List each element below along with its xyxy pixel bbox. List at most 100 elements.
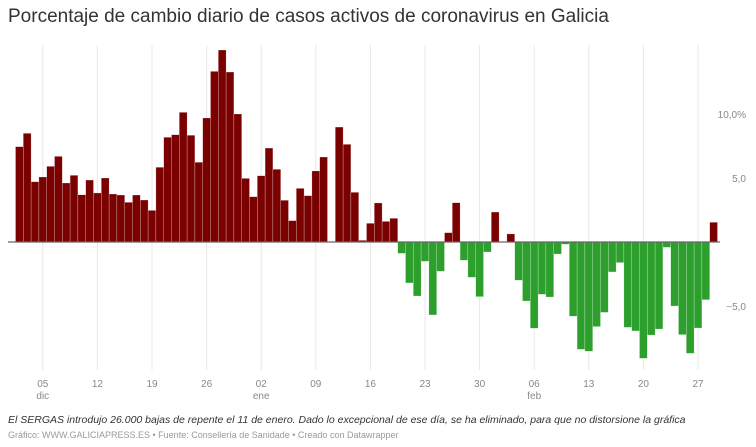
bar (467, 241, 476, 278)
bar (693, 241, 703, 329)
bar (600, 241, 609, 313)
bar (272, 169, 281, 243)
x-tick-label: 26 (201, 379, 213, 390)
bar (210, 71, 219, 243)
bar (545, 241, 554, 298)
bar (46, 166, 55, 243)
bar (397, 241, 406, 254)
bar (77, 194, 86, 243)
x-tick-label: 30 (474, 379, 486, 390)
y-tick-label: 10,0% (718, 110, 746, 121)
bar (101, 177, 110, 243)
bar (420, 241, 430, 262)
bar (553, 241, 562, 255)
bar (374, 202, 383, 243)
x-tick-label: 02 (256, 379, 268, 390)
x-tick-month-label: dic (36, 391, 49, 402)
chart-title: Porcentaje de cambio diario de casos act… (8, 6, 609, 27)
bar (23, 133, 32, 243)
bar (701, 241, 710, 300)
bar (678, 241, 687, 335)
bar (93, 192, 102, 243)
x-tick-label: 16 (365, 379, 377, 390)
bar (225, 71, 235, 243)
bar (155, 167, 164, 243)
bar (608, 241, 617, 273)
bar (296, 188, 305, 243)
bar (257, 175, 266, 243)
x-tick-label: 12 (92, 379, 104, 390)
bar (615, 241, 625, 263)
bar (569, 241, 578, 317)
bar (311, 170, 320, 243)
bar (530, 241, 539, 329)
bar (631, 241, 640, 332)
bar (686, 241, 695, 354)
x-tick-month-label: feb (527, 391, 541, 402)
bar (452, 202, 461, 243)
x-tick-label: 23 (419, 379, 431, 390)
bar (654, 241, 664, 330)
bar (576, 241, 586, 350)
x-tick-label: 05 (37, 379, 49, 390)
bar (444, 232, 453, 243)
bar (288, 220, 297, 243)
bar (147, 210, 157, 243)
bar (483, 241, 492, 253)
bar (350, 192, 359, 243)
bar (366, 223, 375, 243)
bar (30, 181, 40, 243)
bar (475, 241, 484, 297)
bar (69, 175, 79, 243)
bar (108, 193, 118, 243)
bar (233, 113, 242, 243)
bar (592, 241, 601, 327)
bar (163, 137, 172, 243)
x-tick-label: 09 (310, 379, 322, 390)
bar (171, 134, 180, 243)
bar (132, 194, 141, 243)
chart-note: El SERGAS introdujo 26.000 bajas de repe… (8, 414, 686, 426)
bar (413, 241, 422, 297)
y-tick-label: 5,0 (732, 174, 746, 185)
y-tick-label: −5,0 (726, 302, 746, 313)
bar (186, 135, 196, 243)
bar (584, 241, 593, 352)
bar (218, 49, 227, 243)
bar (280, 200, 289, 243)
x-tick-label: 19 (146, 379, 158, 390)
bar (54, 156, 63, 243)
bar (662, 241, 671, 248)
bar (428, 241, 437, 316)
bar (15, 146, 24, 243)
bar (124, 202, 133, 243)
bar (303, 195, 313, 243)
x-tick-label: 27 (692, 379, 704, 390)
bar (38, 176, 47, 243)
bar (514, 241, 523, 281)
bar (623, 241, 632, 328)
bar (179, 112, 188, 243)
bar (249, 196, 258, 243)
bar (639, 241, 648, 359)
bar (389, 218, 398, 243)
bar (522, 241, 531, 302)
bar (62, 182, 71, 243)
chart-source: Gráfico: WWW.GALICIAPRESS.ES • Fuente: C… (8, 430, 399, 440)
bar (85, 179, 94, 243)
x-tick-label: 20 (638, 379, 650, 390)
bar (202, 117, 211, 243)
bar (335, 126, 344, 243)
bar (381, 221, 391, 243)
x-tick-label: 13 (583, 379, 595, 390)
bar (670, 241, 679, 307)
bar (342, 144, 352, 243)
bar (116, 194, 125, 243)
bar (506, 233, 515, 243)
bar (459, 241, 469, 261)
bar (241, 178, 250, 243)
bar (264, 147, 274, 243)
x-tick-label: 06 (529, 379, 541, 390)
bar (491, 211, 500, 243)
bar (647, 241, 656, 336)
